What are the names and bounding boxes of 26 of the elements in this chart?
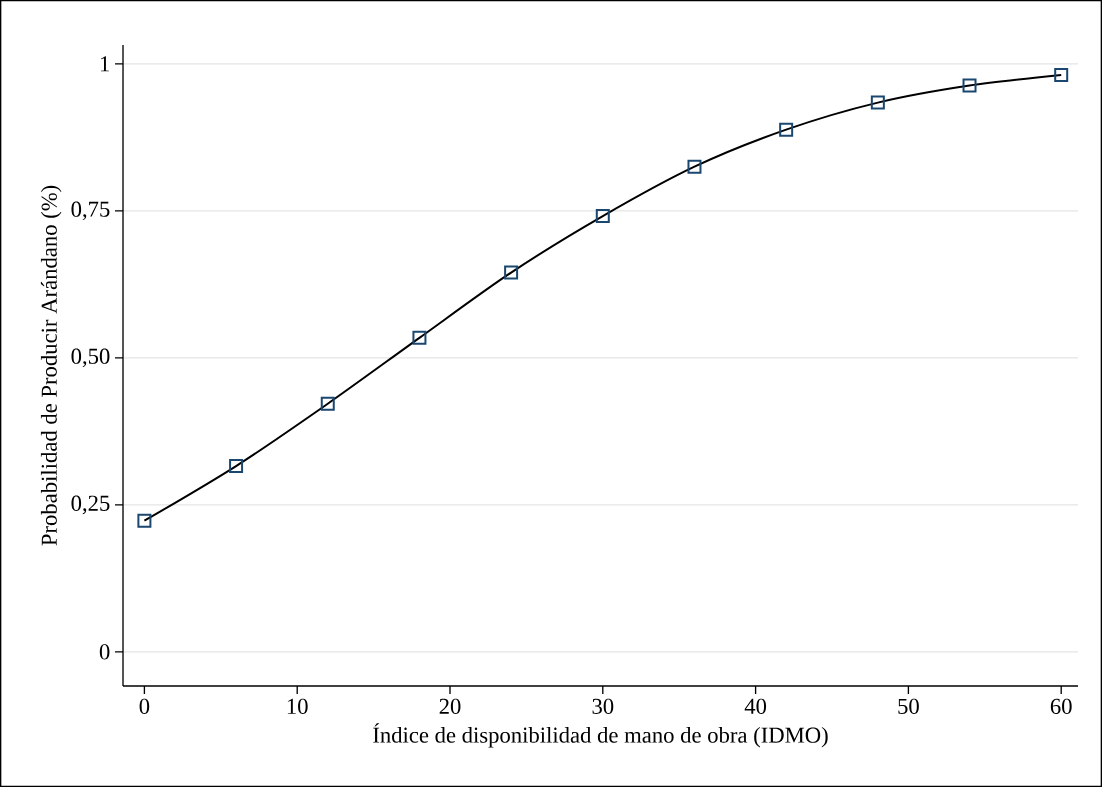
y-tick-label: 0: [99, 644, 110, 660]
y-tick-label: 0,75: [71, 201, 110, 221]
y-axis-title: Probabilidad de Producir Arándano (%): [40, 185, 62, 546]
x-tick-label: 0: [139, 698, 150, 714]
point: [779, 122, 794, 137]
point: [137, 513, 152, 528]
point: [870, 95, 885, 110]
x-tick-label: 60: [1050, 698, 1072, 714]
point: [229, 459, 244, 474]
point: [412, 330, 427, 345]
point: [504, 265, 519, 280]
y-tick-label: 1: [100, 56, 109, 72]
x-tick-label: 20: [439, 698, 461, 714]
point: [595, 209, 610, 224]
line-series: [143, 73, 1063, 522]
y-tick-label: 0,50: [71, 348, 110, 368]
x-axis-title: Índice de disponibilidad de mano de obra (IDMO): [373, 723, 828, 748]
x-tick-label: 50: [898, 698, 919, 714]
x-tick-label: 10: [287, 698, 308, 714]
point: [962, 78, 977, 93]
point: [320, 396, 335, 411]
y-tick-label: 0,25: [71, 495, 110, 515]
point: [687, 159, 702, 174]
x-tick-label: 30: [592, 698, 614, 714]
x-tick-label: 40: [744, 698, 767, 714]
point: [1054, 67, 1069, 82]
